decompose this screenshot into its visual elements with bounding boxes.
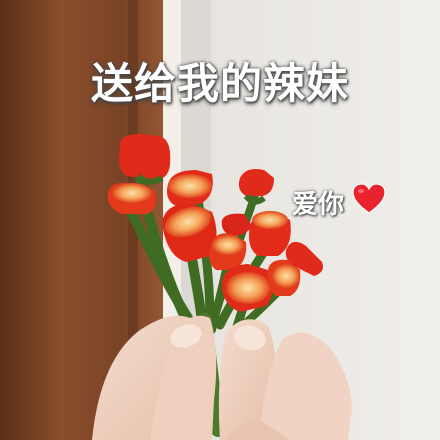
chili-6 [221, 213, 252, 236]
sticker-text: 爱你 [292, 190, 345, 220]
hand [92, 315, 352, 440]
chili-5 [238, 169, 274, 196]
chili-1 [119, 134, 171, 181]
caption-text: 送给我的辣妹 [90, 59, 349, 108]
chili-bouquet [107, 134, 323, 312]
heart-icon [352, 183, 386, 214]
chili-11 [285, 241, 323, 276]
